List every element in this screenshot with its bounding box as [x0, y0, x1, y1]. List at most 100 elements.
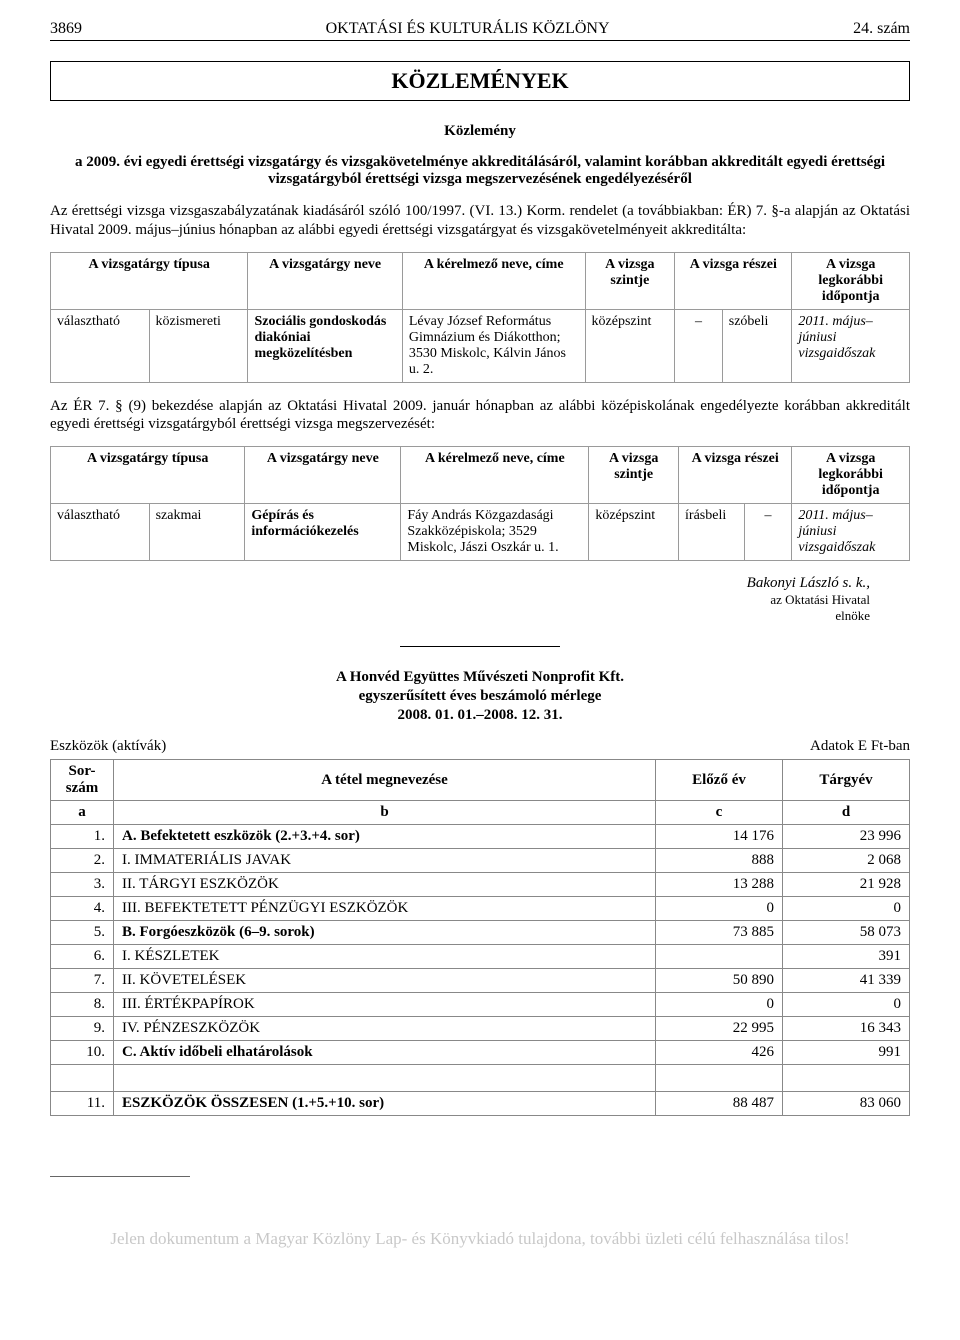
cell-row-num: 4.: [51, 897, 114, 921]
cell-item-name: IV. PÉNZESZKÖZÖK: [114, 1017, 656, 1041]
cell-row-num: 7.: [51, 969, 114, 993]
th-level: A vizsga szintje: [589, 447, 679, 504]
cell-row-num: 9.: [51, 1017, 114, 1041]
cell-prev-year: 22 995: [656, 1017, 783, 1041]
th-subject-name: A vizsgatárgy neve: [245, 447, 401, 504]
cell-curr-year: 23 996: [783, 825, 910, 849]
th-earliest: A vizsga legkorábbi időpontja: [792, 447, 910, 504]
balance-table: Sor-szám A tétel megnevezése Előző év Tá…: [50, 759, 910, 1116]
cell-item-name: II. KÖVETELÉSEK: [114, 969, 656, 993]
th-name: A tétel megnevezése: [114, 760, 656, 801]
signature-title-2: elnöke: [50, 608, 870, 624]
signature-name: Bakonyi László s. k.,: [50, 575, 870, 592]
th-earliest: A vizsga legkorábbi időpontja: [792, 252, 910, 309]
cell-item-name: A. Befektetett eszközök (2.+3.+4. sor): [114, 825, 656, 849]
cell-curr-year: 21 928: [783, 873, 910, 897]
cell-type-a: választható: [51, 504, 150, 561]
balance-title-3: 2008. 01. 01.–2008. 12. 31.: [50, 707, 910, 724]
cell-prev-year: 14 176: [656, 825, 783, 849]
cell-curr-year: 41 339: [783, 969, 910, 993]
watermark-notice: Jelen dokumentum a Magyar Közlöny Lap- é…: [0, 1229, 960, 1249]
cell-applicant: Lévay József Református Gimnázium és Diá…: [402, 309, 585, 382]
issue-number: 24. szám: [853, 20, 910, 38]
cell-row-num: 11.: [51, 1092, 114, 1116]
cell-subject: Szociális gondoskodás diakóniai megközel…: [248, 309, 402, 382]
cell-item-name: ESZKÖZÖK ÖSSZESEN (1.+5.+10. sor): [114, 1092, 656, 1116]
cell-part-b: szóbeli: [722, 309, 792, 382]
cell-subject: Gépírás és információkezelés: [245, 504, 401, 561]
cell-row-num: 10.: [51, 1041, 114, 1065]
cell-prev-year: 73 885: [656, 921, 783, 945]
table-row: 5.B. Forgóeszközök (6–9. sorok)73 88558 …: [51, 921, 910, 945]
table-row: 1.A. Befektetett eszközök (2.+3.+4. sor)…: [51, 825, 910, 849]
th-prev: Előző év: [656, 760, 783, 801]
cell-date: 2011. május–júniusi vizsgaidőszak: [792, 504, 910, 561]
th-b: b: [114, 801, 656, 825]
th-parts: A vizsga részei: [679, 447, 792, 504]
th-level: A vizsga szintje: [585, 252, 675, 309]
cell-prev-year: 0: [656, 897, 783, 921]
cell-item-name: I. KÉSZLETEK: [114, 945, 656, 969]
cell-item-name: B. Forgóeszközök (6–9. sorok): [114, 921, 656, 945]
cell-item-name: II. TÁRGYI ESZKÖZÖK: [114, 873, 656, 897]
cell-part-a: –: [675, 309, 723, 382]
table-row: 8.III. ÉRTÉKPAPÍROK00: [51, 993, 910, 1017]
cell-prev-year: [656, 945, 783, 969]
balance-title-1: A Honvéd Együttes Művészeti Nonprofit Kf…: [50, 669, 910, 686]
cell-curr-year: 0: [783, 897, 910, 921]
th-sor: Sor-szám: [51, 760, 114, 801]
paragraph-1: Az érettségi vizsga vizsgaszabályzatának…: [50, 202, 910, 240]
th-subject-type: A vizsgatárgy típusa: [51, 252, 248, 309]
th-applicant: A kérelmező neve, címe: [401, 447, 589, 504]
th-parts: A vizsga részei: [675, 252, 792, 309]
cell-date: 2011. május–júniusi vizsgaidőszak: [792, 309, 910, 382]
cell-row-num: 2.: [51, 849, 114, 873]
divider: [400, 646, 560, 647]
cell-row-num: 1.: [51, 825, 114, 849]
total-row: 11.ESZKÖZÖK ÖSSZESEN (1.+5.+10. sor)88 4…: [51, 1092, 910, 1116]
cell-item-name: C. Aktív időbeli elhatárolások: [114, 1041, 656, 1065]
cell-curr-year: 2 068: [783, 849, 910, 873]
cell-part-a: írásbeli: [679, 504, 745, 561]
table-row: 4.III. BEFEKTETETT PÉNZÜGYI ESZKÖZÖK00: [51, 897, 910, 921]
table-row: 7.II. KÖVETELÉSEK50 89041 339: [51, 969, 910, 993]
cell-part-b: –: [744, 504, 792, 561]
th-a: a: [51, 801, 114, 825]
table-row: választható közismereti Szociális gondos…: [51, 309, 910, 382]
table-row: 10.C. Aktív időbeli elhatárolások426991: [51, 1041, 910, 1065]
announcement-label: Közlemény: [50, 123, 910, 140]
cell-item-name: I. IMMATERIÁLIS JAVAK: [114, 849, 656, 873]
cell-curr-year: 0: [783, 993, 910, 1017]
cell-curr-year: 16 343: [783, 1017, 910, 1041]
journal-title: OKTATÁSI ÉS KULTURÁLIS KÖZLÖNY: [82, 20, 853, 38]
section-title: KÖZLEMÉNYEK: [50, 61, 910, 101]
cell-type-a: választható: [51, 309, 150, 382]
cell-prev-year: 426: [656, 1041, 783, 1065]
cell-type-b: szakmai: [149, 504, 245, 561]
cell-applicant: Fáy András Közgazdasági Szakközépiskola;…: [401, 504, 589, 561]
cell-prev-year: 88 487: [656, 1092, 783, 1116]
cell-prev-year: 888: [656, 849, 783, 873]
assets-label: Eszközök (aktívák): [50, 738, 166, 755]
th-d: d: [783, 801, 910, 825]
th-applicant: A kérelmező neve, címe: [402, 252, 585, 309]
cell-level: középszint: [589, 504, 679, 561]
cell-item-name: III. BEFEKTETETT PÉNZÜGYI ESZKÖZÖK: [114, 897, 656, 921]
balance-title-2: egyszerűsített éves beszámoló mérlege: [50, 688, 910, 705]
table-row: 2.I. IMMATERIÁLIS JAVAK8882 068: [51, 849, 910, 873]
cell-curr-year: 58 073: [783, 921, 910, 945]
balance-subheader: Eszközök (aktívák) Adatok E Ft-ban: [50, 738, 910, 755]
accreditation-table-1: A vizsgatárgy típusa A vizsgatárgy neve …: [50, 252, 910, 383]
page-header: 3869 OKTATÁSI ÉS KULTURÁLIS KÖZLÖNY 24. …: [50, 20, 910, 41]
table-row: 6.I. KÉSZLETEK391: [51, 945, 910, 969]
page-number: 3869: [50, 20, 82, 38]
th-c: c: [656, 801, 783, 825]
spacer-row: [51, 1065, 910, 1092]
th-curr: Tárgyév: [783, 760, 910, 801]
cell-type-b: közismereti: [149, 309, 248, 382]
cell-prev-year: 13 288: [656, 873, 783, 897]
footnote-separator: [50, 1176, 190, 1177]
th-subject-name: A vizsgatárgy neve: [248, 252, 402, 309]
cell-curr-year: 83 060: [783, 1092, 910, 1116]
cell-item-name: III. ÉRTÉKPAPÍROK: [114, 993, 656, 1017]
